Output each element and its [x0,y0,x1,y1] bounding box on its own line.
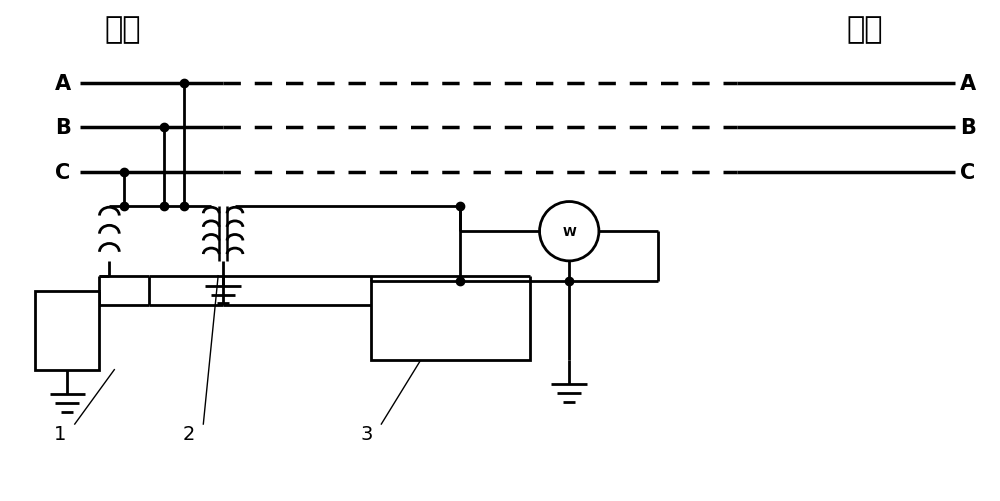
Bar [35,291,99,370]
Text: A: A [960,74,976,94]
Text: 末端: 末端 [846,15,883,44]
Text: C: C [55,162,70,182]
Text: 3: 3 [360,424,373,443]
Text: 始端: 始端 [104,15,141,44]
Text: 1: 1 [54,424,66,443]
Text: B: B [960,118,976,138]
Text: W: W [562,225,576,238]
Bar [371,281,530,360]
Text: B: B [55,118,71,138]
Text: C: C [960,162,975,182]
Text: 2: 2 [182,424,195,443]
Text: A: A [55,74,71,94]
